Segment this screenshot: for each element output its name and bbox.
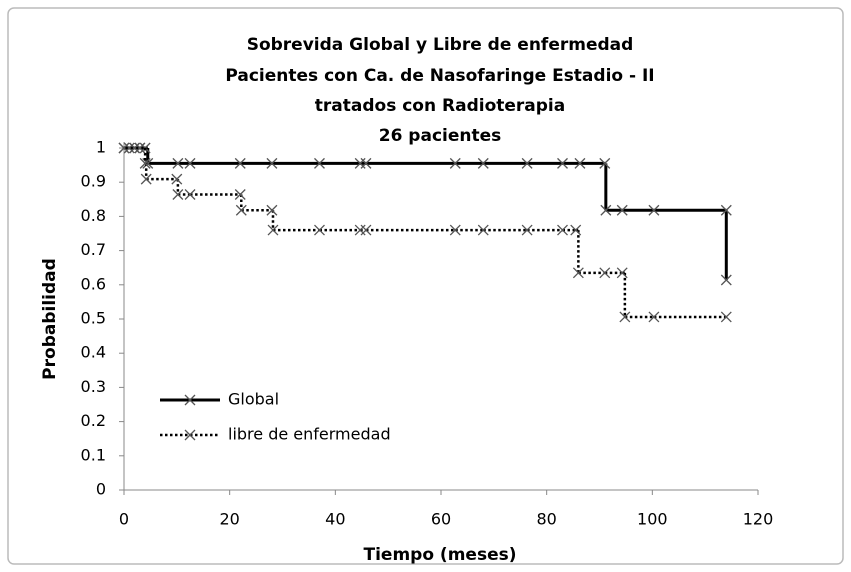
censor-marker (720, 274, 732, 286)
x-axis-title: Tiempo (meses) (364, 545, 517, 565)
y-tick-label: 0.5 (81, 309, 106, 328)
censor-marker (648, 311, 660, 323)
censor-marker (172, 189, 184, 200)
censor-marker (619, 311, 631, 323)
y-tick-label: 0.8 (81, 206, 106, 225)
censor-marker (557, 224, 568, 236)
censor-marker (599, 157, 611, 169)
censor-marker (449, 224, 461, 236)
x-tick-label: 40 (325, 510, 345, 529)
legend-label: Global (228, 390, 279, 409)
censor-marker (360, 157, 372, 169)
censor-marker (172, 157, 184, 169)
x-tick-label: 80 (536, 510, 556, 529)
y-tick-label: 0.1 (81, 445, 106, 464)
censor-marker (139, 157, 151, 169)
censor-marker (123, 142, 135, 154)
chart-title: tratados con Radioterapia (315, 96, 565, 116)
x-tick-label: 100 (637, 510, 668, 529)
censor-marker (449, 157, 461, 169)
censor-marker (314, 157, 325, 169)
censor-marker (521, 224, 533, 236)
censor-marker (235, 204, 247, 216)
y-tick-label: 0.2 (81, 411, 106, 430)
censor-marker (266, 157, 278, 169)
chart-border (7, 7, 844, 565)
censor-marker (360, 224, 372, 236)
y-tick-label: 0.3 (81, 377, 106, 396)
censor-marker (557, 157, 568, 169)
censor-marker (648, 204, 660, 216)
censor-marker (234, 157, 246, 169)
x-tick-label: 0 (119, 510, 129, 529)
censor-marker (574, 157, 586, 169)
y-tick-label: 1 (96, 138, 106, 157)
chart-title: 26 pacientes (379, 126, 502, 146)
y-tick-label: 0 (96, 480, 106, 499)
censor-marker (477, 157, 489, 169)
y-tick-label: 0.6 (81, 274, 106, 293)
censor-marker (477, 224, 489, 236)
censor-marker (171, 173, 183, 185)
x-tick-label: 120 (743, 510, 774, 529)
censor-marker (129, 142, 141, 154)
censor-marker (118, 142, 130, 154)
censor-marker (720, 204, 732, 216)
censor-marker (600, 204, 612, 216)
legend-label: libre de enfermedad (228, 425, 391, 444)
y-axis-title: Probabilidad (40, 258, 60, 380)
chart-title: Sobrevida Global y Libre de enfermedad (247, 35, 634, 55)
censor-marker (616, 267, 628, 279)
censor-marker (599, 267, 611, 279)
chart-title: Pacientes con Ca. de Nasofaringe Estadio… (225, 66, 654, 86)
censor-marker (570, 224, 582, 236)
censor-marker (720, 311, 732, 323)
censor-marker (267, 224, 279, 236)
y-tick-label: 0.9 (81, 172, 106, 191)
x-tick-label: 60 (431, 510, 451, 529)
y-tick-label: 0.7 (81, 240, 106, 259)
censor-marker (616, 204, 628, 216)
censor-marker (314, 224, 325, 236)
censor-marker (184, 189, 196, 200)
censor-marker (134, 142, 146, 154)
censor-marker (184, 157, 196, 169)
legend-marker (184, 394, 196, 406)
legend-marker (184, 429, 196, 441)
y-tick-label: 0.4 (81, 343, 106, 362)
censor-marker (234, 189, 246, 200)
censor-marker (266, 204, 278, 216)
censor-marker (140, 173, 152, 185)
censor-marker (572, 267, 584, 279)
x-tick-label: 20 (219, 510, 239, 529)
censor-marker (521, 157, 533, 169)
